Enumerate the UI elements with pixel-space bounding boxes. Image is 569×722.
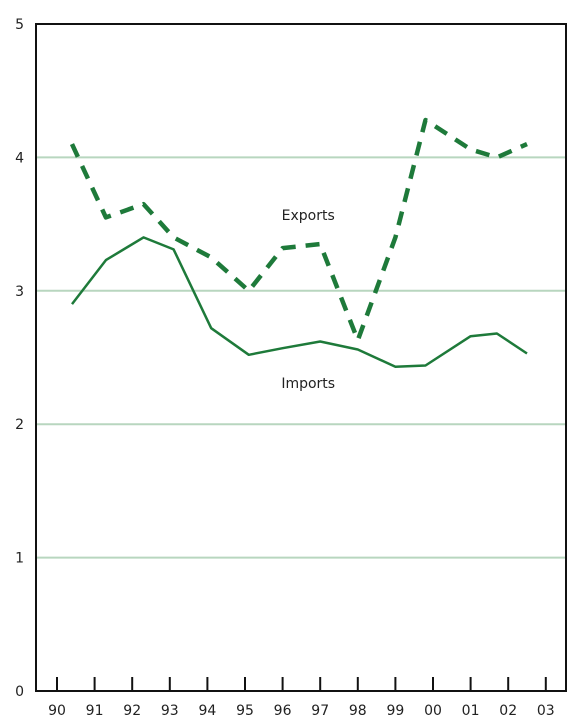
x-tick-label: 95 — [236, 703, 254, 719]
grid-lines — [36, 156, 566, 559]
axes — [35, 23, 567, 692]
y-tick-label: 1 — [15, 551, 24, 567]
y-axis-tick-labels: 0 1 2 3 4 5 — [15, 17, 24, 700]
x-tick-label: 92 — [123, 703, 141, 719]
imports-label: Imports — [281, 376, 335, 392]
imports-line — [71, 236, 528, 369]
x-tick-label: 01 — [462, 703, 480, 719]
y-tick-label: 2 — [15, 417, 24, 433]
x-tick-label: 93 — [161, 703, 179, 719]
x-tick-label: 00 — [424, 703, 442, 719]
series-lines — [69, 117, 528, 369]
series-labels: Exports Imports — [281, 208, 335, 392]
y-tick-label: 4 — [15, 150, 24, 166]
x-axis-ticks: 90 91 92 93 94 95 96 97 98 99 00 01 02 03 — [48, 677, 555, 719]
x-tick-label: 99 — [386, 703, 404, 719]
y-tick-label: 5 — [15, 17, 24, 33]
x-tick-label: 02 — [499, 703, 517, 719]
x-tick-label: 90 — [48, 703, 66, 719]
plot-frame — [35, 23, 567, 692]
x-tick-label: 91 — [86, 703, 104, 719]
x-tick-label: 96 — [274, 703, 292, 719]
x-tick-label: 98 — [349, 703, 367, 719]
y-tick-label: 0 — [15, 684, 24, 700]
x-tick-label: 94 — [198, 703, 216, 719]
x-tick-label: 03 — [537, 703, 555, 719]
y-tick-label: 3 — [15, 284, 24, 300]
exports-label: Exports — [282, 208, 335, 224]
x-tick-label: 97 — [311, 703, 329, 719]
exports-line — [69, 117, 528, 343]
